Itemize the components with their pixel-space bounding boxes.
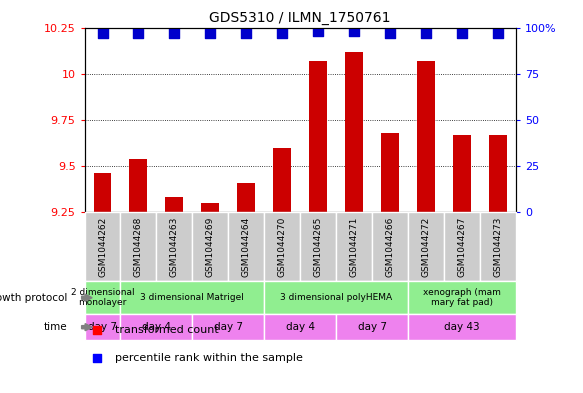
Bar bbox=[192, 314, 264, 340]
Text: 2 dimensional
monolayer: 2 dimensional monolayer bbox=[71, 288, 134, 307]
Bar bbox=[264, 314, 336, 340]
Text: GSM1044263: GSM1044263 bbox=[170, 217, 179, 277]
Point bbox=[93, 354, 102, 361]
Text: GSM1044269: GSM1044269 bbox=[206, 217, 215, 277]
Bar bbox=[192, 212, 229, 281]
Bar bbox=[166, 197, 184, 212]
Bar bbox=[264, 281, 408, 314]
Text: GSM1044273: GSM1044273 bbox=[493, 217, 503, 277]
Point bbox=[134, 30, 143, 36]
Point bbox=[278, 30, 287, 36]
Text: GSM1044266: GSM1044266 bbox=[385, 217, 395, 277]
Text: GSM1044272: GSM1044272 bbox=[422, 217, 431, 277]
Bar bbox=[480, 212, 516, 281]
Text: day 43: day 43 bbox=[444, 322, 480, 332]
Text: GSM1044262: GSM1044262 bbox=[98, 217, 107, 277]
Text: 3 dimensional Matrigel: 3 dimensional Matrigel bbox=[141, 293, 244, 302]
Text: time: time bbox=[43, 322, 67, 332]
Bar bbox=[156, 212, 192, 281]
Bar bbox=[129, 159, 147, 212]
Bar bbox=[300, 212, 336, 281]
Bar bbox=[85, 314, 121, 340]
Point bbox=[98, 30, 107, 36]
Bar bbox=[85, 212, 121, 281]
Text: GSM1044268: GSM1044268 bbox=[134, 217, 143, 277]
Bar bbox=[309, 61, 327, 212]
Point bbox=[350, 28, 359, 34]
Point bbox=[457, 30, 466, 36]
Point bbox=[422, 30, 431, 36]
Point bbox=[206, 30, 215, 36]
Text: day 7: day 7 bbox=[88, 322, 117, 332]
Bar bbox=[93, 173, 111, 212]
Text: GSM1044264: GSM1044264 bbox=[242, 217, 251, 277]
Bar bbox=[336, 212, 372, 281]
Bar bbox=[201, 203, 219, 212]
Text: xenograph (mam
mary fat pad): xenograph (mam mary fat pad) bbox=[423, 288, 501, 307]
Point bbox=[314, 28, 323, 34]
Bar bbox=[264, 212, 300, 281]
Title: GDS5310 / ILMN_1750761: GDS5310 / ILMN_1750761 bbox=[209, 11, 391, 25]
Bar bbox=[237, 183, 255, 212]
Bar bbox=[408, 281, 516, 314]
Text: day 4: day 4 bbox=[142, 322, 171, 332]
Text: 3 dimensional polyHEMA: 3 dimensional polyHEMA bbox=[280, 293, 392, 302]
Text: growth protocol: growth protocol bbox=[0, 293, 67, 303]
Point bbox=[385, 30, 395, 36]
Bar bbox=[273, 148, 292, 212]
Text: day 4: day 4 bbox=[286, 322, 315, 332]
Point bbox=[170, 30, 179, 36]
Text: transformed count: transformed count bbox=[115, 325, 219, 335]
Text: GSM1044271: GSM1044271 bbox=[350, 217, 359, 277]
Text: day 7: day 7 bbox=[357, 322, 387, 332]
Text: day 7: day 7 bbox=[214, 322, 243, 332]
Text: GSM1044267: GSM1044267 bbox=[458, 217, 466, 277]
Bar bbox=[121, 314, 192, 340]
Bar bbox=[372, 212, 408, 281]
Bar bbox=[121, 212, 156, 281]
Point bbox=[241, 30, 251, 36]
Bar bbox=[345, 51, 363, 212]
Text: GSM1044270: GSM1044270 bbox=[278, 217, 287, 277]
Bar bbox=[417, 61, 435, 212]
Bar bbox=[444, 212, 480, 281]
Bar bbox=[489, 135, 507, 212]
Bar bbox=[229, 212, 264, 281]
Bar bbox=[408, 212, 444, 281]
Point bbox=[93, 327, 102, 333]
Bar bbox=[453, 135, 471, 212]
Point bbox=[493, 30, 503, 36]
Bar bbox=[121, 281, 264, 314]
Bar bbox=[408, 314, 516, 340]
Bar bbox=[381, 133, 399, 212]
Text: GSM1044265: GSM1044265 bbox=[314, 217, 323, 277]
Text: percentile rank within the sample: percentile rank within the sample bbox=[115, 353, 303, 363]
Bar bbox=[336, 314, 408, 340]
Bar bbox=[85, 281, 121, 314]
